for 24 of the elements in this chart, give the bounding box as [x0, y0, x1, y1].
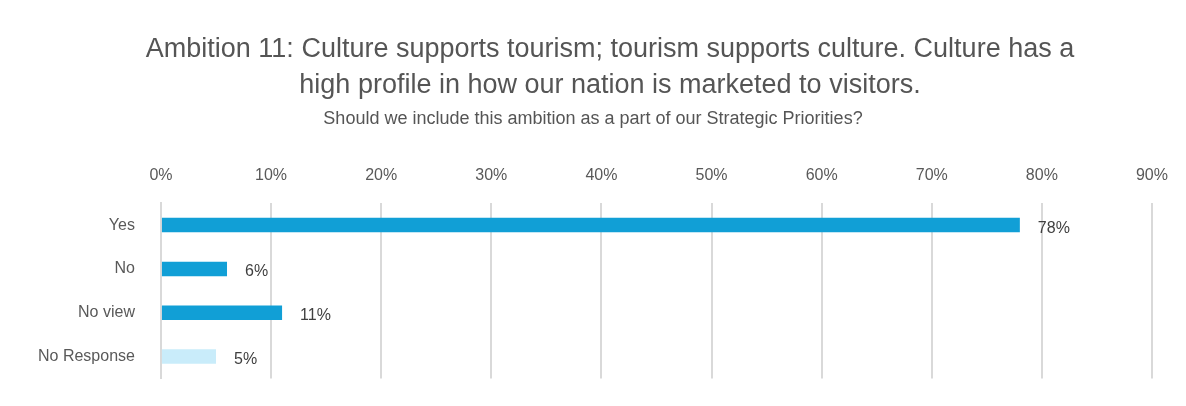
y-tick-label: No — [114, 259, 136, 277]
data-label: 5% — [234, 349, 258, 367]
data-label: 78% — [1037, 218, 1070, 236]
chart-title: Ambition 11: Culture supports tourism; tourism supports culture. Culture has a high profile in how our nation is marketed to visitors. — [144, 32, 1076, 101]
chart-subtitle: Should we include this ambition as a part of our Strategic Priorities? — [322, 108, 864, 129]
x-tick-label: 40% — [585, 166, 618, 184]
x-tick-label: 10% — [255, 166, 288, 184]
x-tick-label: 20% — [365, 166, 398, 184]
y-tick-label: Yes — [108, 215, 135, 233]
x-tick-label: 0% — [149, 166, 173, 184]
bar — [161, 349, 216, 364]
x-tick-label: 60% — [805, 166, 838, 184]
bar — [161, 261, 228, 277]
x-tick-label: 30% — [475, 166, 508, 184]
y-tick-label: No view — [78, 303, 136, 321]
data-label: 11% — [300, 306, 331, 324]
x-tick-label: 70% — [915, 166, 948, 184]
bar — [161, 217, 1020, 233]
bar — [161, 305, 283, 320]
x-tick-label: 80% — [1025, 166, 1058, 184]
x-tick-label: 50% — [695, 166, 728, 184]
x-tick-label: 90% — [1135, 166, 1168, 184]
y-tick-label: No Response — [37, 346, 136, 364]
data-label: 6% — [245, 262, 269, 280]
